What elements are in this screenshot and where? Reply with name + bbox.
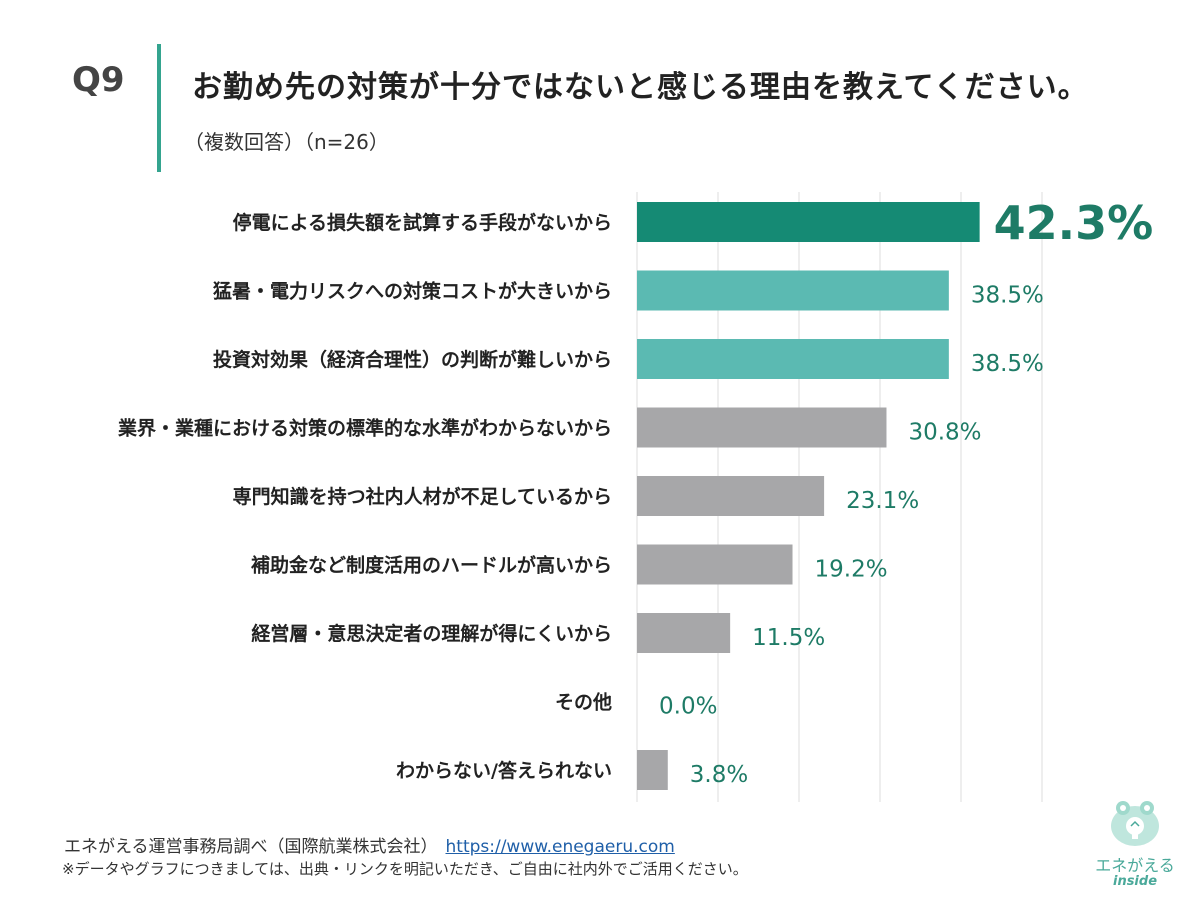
logo-subtext: inside — [1112, 874, 1158, 889]
value-label: 38.5% — [971, 283, 1044, 309]
value-label: 11.5% — [752, 625, 825, 651]
bar — [637, 544, 793, 585]
page-subtitle: （複数回答）（n=26） — [184, 130, 389, 154]
category-label: 投資対効果（経済合理性）の判断が難しいから — [213, 348, 612, 371]
page-title: お勤め先の対策が十分ではないと感じる理由を教えてください。 — [192, 70, 1089, 105]
bar — [637, 750, 668, 790]
question-number: Q9 — [72, 60, 125, 100]
bar — [637, 202, 980, 242]
logo-text: エネがえる — [1095, 856, 1175, 875]
source-line: エネがえる運営事務局調べ（国際航業株式会社） https://www.enegae… — [64, 832, 675, 857]
title-accent-bar — [157, 44, 161, 172]
value-label: 23.1% — [846, 488, 919, 514]
value-label: 3.8% — [690, 762, 748, 788]
category-label: 猛暑・電力リスクへの対策コストが大きいから — [212, 280, 612, 303]
frog-lightbulb-icon — [1111, 801, 1159, 846]
category-label: 業界・業種における対策の標準的な水準がわからないから — [117, 417, 612, 440]
bar — [637, 270, 949, 311]
bar — [637, 476, 825, 516]
bar — [637, 613, 731, 653]
bar-chart: 停電による損失額を試算する手段がないから 42.3% 猛暑・電力リスクへの対策コスト… — [117, 192, 1154, 802]
category-label: 停電による損失額を試算する手段がないから — [233, 211, 612, 234]
bar — [637, 339, 949, 379]
category-label: わからない/答えられない — [396, 759, 612, 782]
source-text: エネがえる運営事務局調べ（国際航業株式会社） — [64, 837, 438, 857]
value-label: 19.2% — [815, 557, 888, 583]
category-label: 経営層・意思決定者の理解が得にくいから — [251, 622, 612, 645]
category-label: その他 — [555, 691, 612, 714]
usage-note: ※データやグラフにつきましては、出典・リンクを明記いただき、ご自由に社内外でご活… — [62, 860, 748, 878]
value-label: 0.0% — [659, 694, 717, 720]
value-label: 38.5% — [971, 351, 1044, 377]
source-link[interactable]: https://www.enegaeru.com — [445, 837, 675, 857]
logo: エネがえる inside — [1090, 796, 1180, 889]
value-label: 42.3% — [994, 196, 1154, 250]
bar — [637, 407, 887, 448]
category-label: 補助金など制度活用のハードルが高いから — [250, 554, 612, 577]
value-label: 30.8% — [908, 420, 981, 446]
category-label: 専門知識を持つ社内人材が不足しているから — [233, 485, 612, 508]
